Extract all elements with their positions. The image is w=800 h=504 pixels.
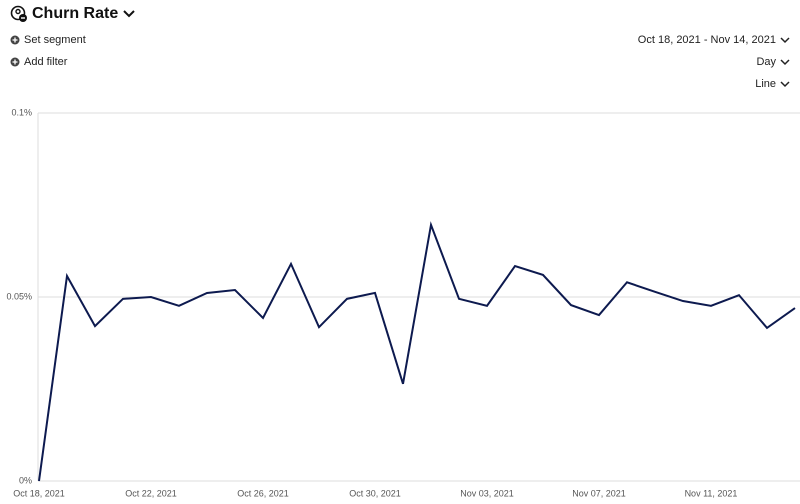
report-title[interactable]: Churn Rate [10,5,136,23]
interval-text: Day [756,56,776,68]
chevron [780,81,790,88]
chart-type-text: Line [755,78,776,90]
plus-icon [10,35,20,45]
chart-type[interactable]: Line [755,78,790,90]
y-tick-label: 0.05% [6,291,32,301]
x-tick-label: Nov 03, 2021 [460,488,514,498]
chevron [123,10,135,18]
chevron [780,37,790,44]
title-text: Churn Rate [32,5,119,22]
data-line [38,221,796,482]
set-segment[interactable]: Set segment [10,34,86,46]
add-filter[interactable]: Add filter [10,56,67,68]
segment-text: Set segment [24,34,86,46]
date-range-text: Oct 18, 2021 - Nov 14, 2021 [637,34,776,46]
chevron [780,59,790,66]
filter-text: Add filter [24,56,68,68]
date-range[interactable]: Oct 18, 2021 - Nov 14, 2021 [638,34,790,46]
plus-icon [10,57,20,67]
interval[interactable]: Day [756,56,790,68]
churn-icon [10,5,27,22]
x-tick-label: Oct 18, 2021 [13,488,65,498]
x-tick-label: Oct 22, 2021 [125,488,177,498]
y-tick-label: 0% [19,475,32,485]
x-tick-label: Oct 30, 2021 [349,488,401,498]
x-tick-label: Oct 26, 2021 [237,488,289,498]
x-tick-label: Nov 11, 2021 [685,488,738,498]
y-tick-label: 0.1% [11,107,32,117]
x-tick-label: Nov 07, 2021 [572,488,626,498]
